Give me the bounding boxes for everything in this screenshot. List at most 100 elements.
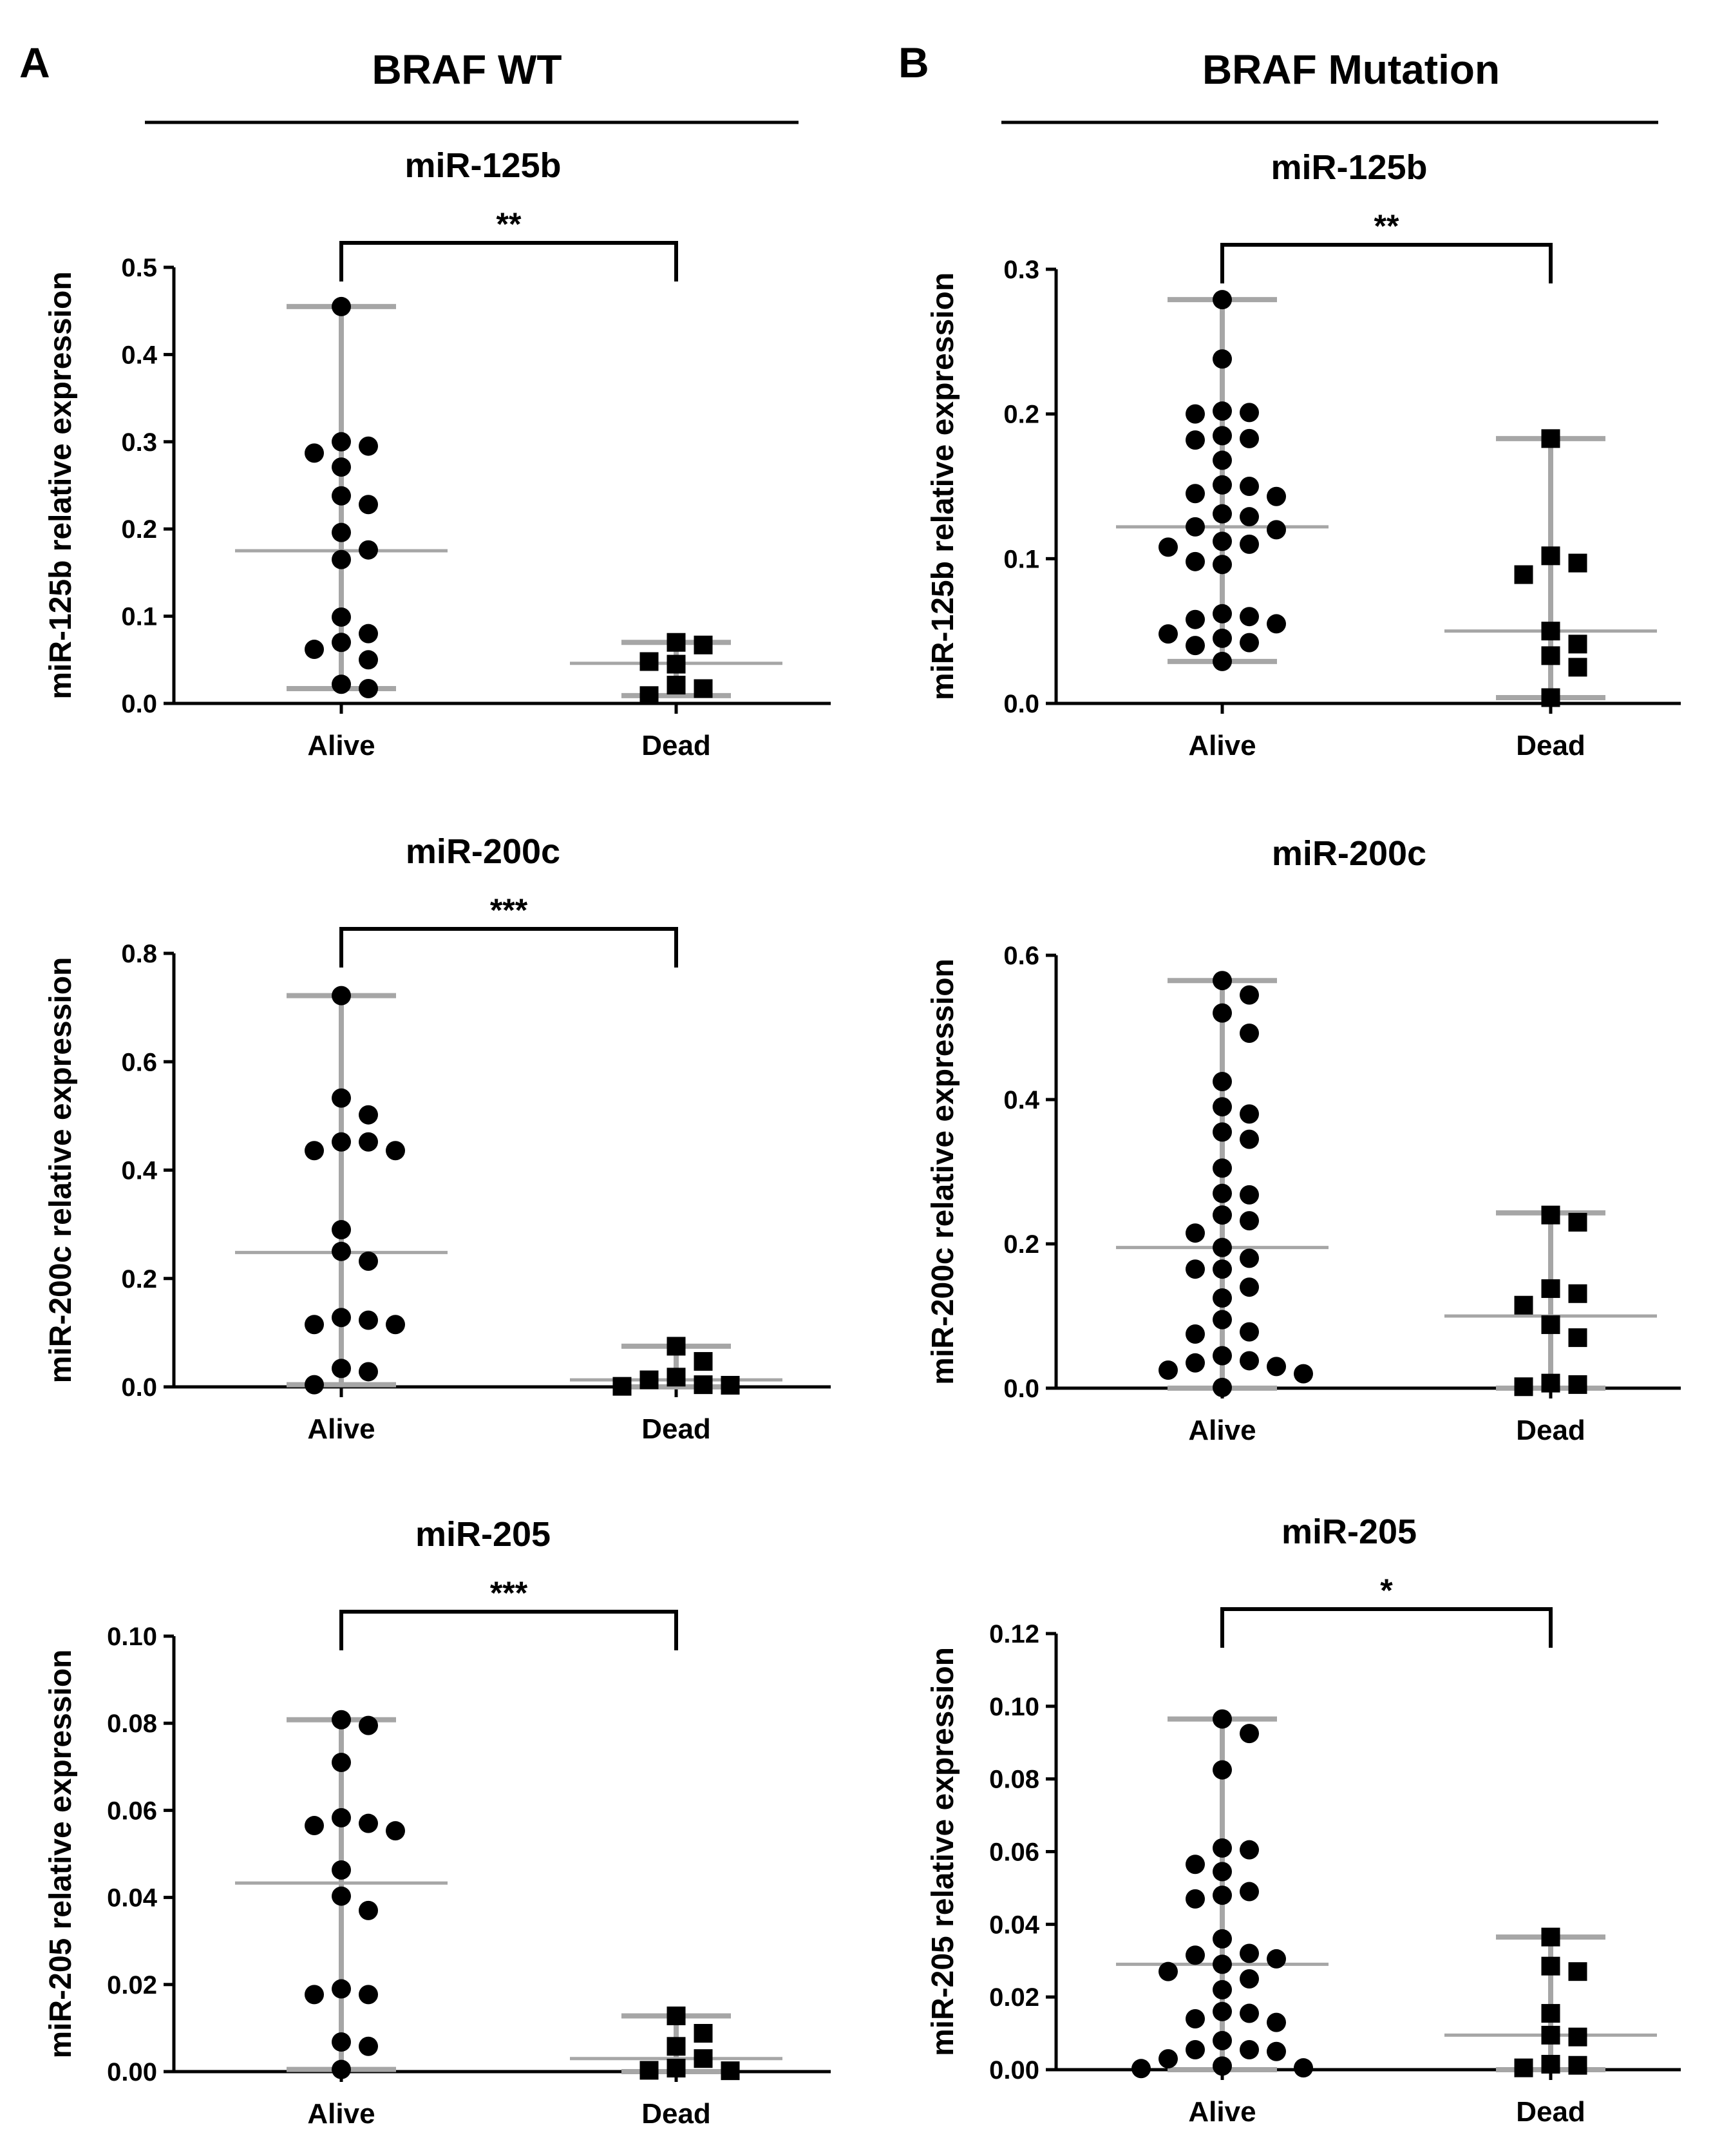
significance-label: * bbox=[1380, 1572, 1393, 1608]
data-point-alive bbox=[359, 1813, 378, 1833]
y-tick-label: 0.12 bbox=[989, 1620, 1039, 1648]
data-point-alive bbox=[332, 296, 351, 316]
data-point-alive bbox=[1267, 486, 1286, 506]
data-point-alive bbox=[359, 624, 378, 644]
data-point-alive bbox=[1267, 2041, 1286, 2061]
data-point-alive bbox=[1186, 551, 1205, 571]
data-point-dead bbox=[639, 652, 659, 671]
data-point-alive bbox=[1213, 2001, 1232, 2021]
y-tick-label: 0.10 bbox=[107, 1623, 157, 1651]
data-point-alive bbox=[1213, 1980, 1232, 1999]
x-tick-label-dead: Dead bbox=[641, 2098, 711, 2130]
data-point-alive bbox=[332, 1808, 351, 1827]
data-point-dead bbox=[1514, 2058, 1533, 2077]
data-point-alive bbox=[305, 1985, 324, 2005]
data-point-alive bbox=[359, 650, 378, 670]
data-point-dead bbox=[1541, 429, 1560, 448]
data-point-alive bbox=[1267, 1949, 1286, 1969]
data-point-alive bbox=[1186, 636, 1205, 656]
data-point-alive bbox=[332, 549, 351, 569]
data-point-dead bbox=[1541, 646, 1560, 665]
y-axis-label: miR-200c relative expression bbox=[44, 957, 78, 1384]
chart-b-mir-205: miR-205 miR-205 relative expression 0.00 0.… bbox=[926, 1512, 1681, 2128]
data-point-alive bbox=[1240, 607, 1259, 627]
data-point-alive bbox=[1213, 555, 1232, 575]
data-point-alive bbox=[1240, 985, 1259, 1005]
y-tick-label: 0.1 bbox=[121, 603, 157, 631]
data-point-alive bbox=[359, 436, 378, 456]
data-point-alive bbox=[332, 1241, 351, 1261]
y-axis-label: miR-125b relative expression bbox=[44, 271, 78, 699]
data-point-alive bbox=[1186, 1945, 1205, 1965]
data-point-alive bbox=[1294, 1364, 1313, 1384]
y-tick-label: 0.3 bbox=[121, 428, 157, 457]
y-tick-label: 0.04 bbox=[989, 1911, 1040, 1939]
data-point-alive bbox=[332, 1308, 351, 1328]
panel-letter-b: B bbox=[898, 39, 929, 86]
y-tick-label: 0.02 bbox=[107, 1971, 157, 1999]
chart-title: miR-125b bbox=[404, 146, 561, 185]
data-point-dead bbox=[667, 1368, 686, 1387]
data-point-dead bbox=[694, 1375, 713, 1395]
data-point-alive bbox=[1213, 401, 1232, 421]
data-point-dead bbox=[667, 2037, 686, 2056]
panel-title-braf-mutation: BRAF Mutation bbox=[1202, 46, 1500, 93]
data-point-alive bbox=[1240, 1277, 1259, 1297]
data-point-alive bbox=[1213, 1862, 1232, 1882]
chart-b-mir-200c: miR-200c miR-200c relative expression 0.0 0… bbox=[926, 834, 1681, 1446]
significance-label: *** bbox=[490, 892, 528, 928]
data-point-alive bbox=[1213, 1288, 1232, 1308]
significance-bracket bbox=[339, 927, 678, 968]
data-point-alive bbox=[332, 607, 351, 627]
data-point-alive bbox=[1213, 1097, 1232, 1117]
data-point-alive bbox=[1267, 1357, 1286, 1377]
data-point-alive bbox=[1240, 2039, 1259, 2059]
data-point-alive bbox=[1213, 349, 1232, 369]
data-point-alive bbox=[1213, 1885, 1232, 1905]
data-point-alive bbox=[1213, 1838, 1232, 1858]
y-tick-label: 0.3 bbox=[1003, 256, 1039, 284]
data-point-dead bbox=[1568, 1375, 1587, 1394]
data-point-alive bbox=[1213, 1760, 1232, 1780]
data-point-alive bbox=[1240, 1211, 1259, 1231]
data-point-alive bbox=[1213, 604, 1232, 624]
data-point-alive bbox=[1186, 484, 1205, 504]
data-point-alive bbox=[359, 495, 378, 515]
data-point-alive bbox=[1213, 1237, 1232, 1257]
data-point-alive bbox=[332, 986, 351, 1006]
data-point-alive bbox=[359, 1900, 378, 1920]
data-point-dead bbox=[612, 1377, 632, 1396]
data-point-alive bbox=[1240, 1185, 1259, 1205]
data-point-dead bbox=[1541, 546, 1560, 566]
x-tick-label-alive: Alive bbox=[1188, 2096, 1256, 2128]
data-point-alive bbox=[1186, 1223, 1205, 1243]
data-point-alive bbox=[1159, 1961, 1178, 1981]
x-tick-label-dead: Dead bbox=[641, 730, 711, 761]
significance-label: ** bbox=[497, 206, 522, 242]
data-point-alive bbox=[1186, 1259, 1205, 1279]
y-axis-label: miR-125b relative expression bbox=[926, 272, 960, 700]
data-point-alive bbox=[1294, 2058, 1313, 2078]
x-tick-label-alive: Alive bbox=[1188, 730, 1256, 761]
data-point-alive bbox=[332, 432, 351, 452]
data-point-alive bbox=[1240, 1351, 1259, 1371]
data-point-dead bbox=[1541, 1315, 1560, 1334]
data-point-alive bbox=[332, 1220, 351, 1240]
data-point-alive bbox=[332, 1132, 351, 1152]
significance-bracket bbox=[339, 241, 678, 281]
data-point-alive bbox=[332, 1359, 351, 1379]
data-point-dead bbox=[639, 2061, 659, 2080]
data-point-alive bbox=[1213, 628, 1232, 648]
x-tick-label-dead: Dead bbox=[641, 1413, 711, 1445]
y-tick-label: 0.0 bbox=[1003, 690, 1039, 718]
y-axis-label: miR-200c relative expression bbox=[926, 959, 960, 1385]
y-tick-label: 0.6 bbox=[1003, 942, 1039, 970]
data-point-alive bbox=[359, 1985, 378, 2005]
data-point-alive bbox=[1213, 1183, 1232, 1203]
data-point-alive bbox=[1213, 1003, 1232, 1023]
data-point-alive bbox=[1186, 1855, 1205, 1875]
x-tick-label-alive: Alive bbox=[307, 730, 375, 761]
x-tick-label-alive: Alive bbox=[307, 2098, 375, 2130]
data-point-alive bbox=[1240, 1322, 1259, 1342]
